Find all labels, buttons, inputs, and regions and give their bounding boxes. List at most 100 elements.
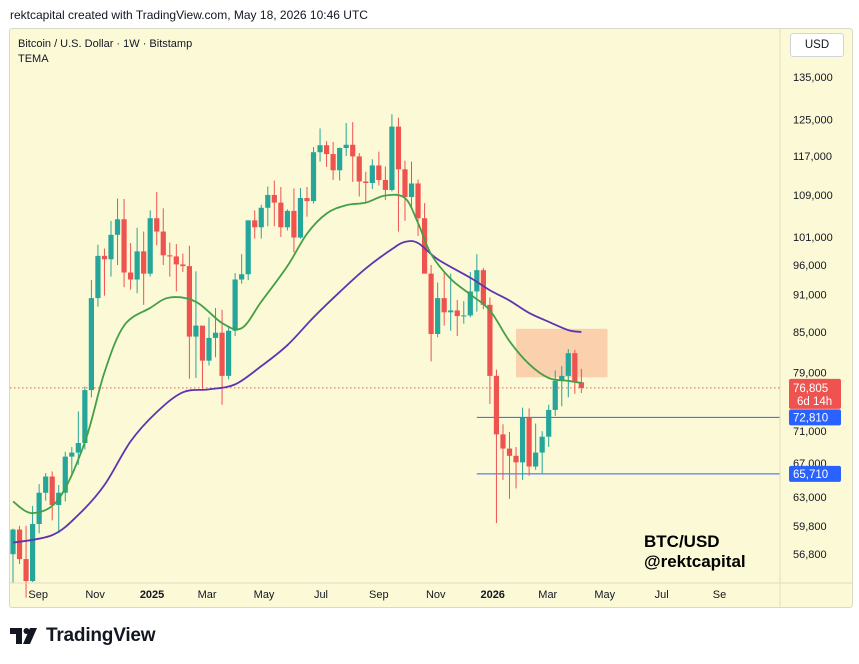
ema-slow-line	[12, 240, 582, 544]
candle-body	[69, 452, 75, 457]
candle-body	[546, 409, 552, 437]
candle-body	[62, 456, 68, 493]
candle-body	[441, 298, 447, 313]
support-level-tag	[789, 465, 841, 482]
candle-body	[428, 273, 434, 334]
candle-body	[199, 325, 206, 361]
currency-button[interactable]: USD	[790, 33, 844, 57]
candle-body	[43, 476, 49, 493]
watermark-pair: BTC/USD	[644, 532, 720, 551]
candle-body	[141, 251, 147, 274]
candle-body	[23, 559, 29, 582]
candle-body	[114, 219, 121, 235]
candle-body	[167, 255, 173, 257]
price-axis-tick-label: 91,000	[793, 289, 827, 301]
candle-body	[513, 455, 519, 463]
candle-body	[552, 380, 558, 410]
candle-body	[88, 298, 94, 391]
last-price-tag-value: 76,805	[793, 383, 828, 395]
candle-body	[408, 183, 415, 198]
time-axis-tick-label: Sep	[28, 589, 48, 601]
candle-body	[480, 270, 486, 305]
candle-body	[310, 152, 317, 202]
candle-body	[526, 417, 532, 467]
last-price-tag	[789, 378, 841, 409]
time-axis-tick-label: Mar	[198, 589, 217, 601]
candle-body	[212, 332, 219, 338]
time-axis-tick-label: Se	[713, 589, 726, 601]
price-axis-tick-label: 56,800	[793, 549, 827, 561]
tradingview-logo-icon	[10, 628, 37, 644]
time-axis-tick-label: Sep	[369, 589, 389, 601]
candle-body	[461, 315, 467, 317]
candle-body	[467, 291, 473, 316]
symbol-label: Bitcoin / U.S. Dollar · 1W · Bitstamp	[18, 38, 193, 50]
candle-body	[101, 255, 108, 260]
candle-body	[265, 194, 271, 208]
candle-body	[252, 220, 258, 228]
tradingview-logo: TradingView	[10, 625, 156, 647]
price-axis-tick-label: 101,000	[793, 232, 833, 244]
candle-body	[75, 442, 81, 453]
candle-body	[232, 279, 238, 331]
candle-body	[297, 198, 304, 238]
candle-body	[317, 145, 323, 153]
candle-body	[500, 434, 506, 449]
candle-body	[154, 218, 160, 232]
time-axis-tick-label: 2026	[480, 589, 504, 601]
indicator-label: TEMA	[18, 53, 49, 65]
support-level-tag	[789, 409, 841, 426]
time-axis-tick-label: Jul	[655, 589, 669, 601]
candle-body	[376, 165, 382, 181]
candle-body	[173, 256, 179, 265]
candle-body	[239, 274, 245, 280]
candle-body	[519, 417, 526, 463]
candle-body	[337, 148, 343, 171]
candle-body	[160, 231, 166, 256]
candle-body	[454, 310, 460, 317]
candle-body	[284, 210, 290, 228]
candle-body	[487, 304, 493, 376]
candle-body	[382, 180, 388, 190]
candle-body	[323, 145, 330, 155]
price-axis-tick-label: 85,000	[793, 327, 827, 339]
candle-body	[565, 353, 571, 376]
candle-body	[278, 202, 284, 228]
watermark-author: @rektcapital	[644, 552, 746, 571]
candle-body	[539, 436, 545, 453]
candle-body	[330, 154, 336, 171]
price-axis-tick-label: 79,000	[793, 367, 827, 379]
price-chart[interactable]: 135,000 125,000 117,000 109,000 101,000 96,00…	[10, 29, 852, 607]
candle-body	[127, 272, 134, 280]
candle-body	[245, 220, 251, 275]
time-axis-tick-label: May	[254, 589, 275, 601]
candle-body	[219, 332, 225, 376]
candle-body	[49, 476, 55, 506]
candle-body	[435, 298, 441, 334]
candle-body	[271, 194, 277, 203]
candle-body	[16, 529, 23, 560]
price-axis-tick-label: 109,000	[793, 190, 833, 202]
candle-body	[180, 264, 186, 267]
candle-body	[350, 144, 356, 157]
price-axis-tick-label: 96,000	[793, 260, 827, 272]
candle-body	[108, 234, 114, 260]
candle-body	[225, 330, 232, 376]
time-axis-tick-label: May	[594, 589, 615, 601]
support-level-tag-value: 65,710	[793, 469, 828, 481]
candle-body	[95, 255, 101, 299]
candle-body	[356, 156, 362, 182]
price-axis-tick-label: 71,000	[793, 426, 827, 438]
candle-body	[415, 183, 421, 219]
price-axis-tick-label: 63,000	[793, 492, 827, 504]
chart-header: rektcapital created with TradingView.com…	[10, 8, 368, 22]
candle-body	[572, 353, 578, 383]
candle-body	[186, 266, 192, 337]
candle-body	[82, 390, 88, 443]
candle-body	[448, 310, 454, 313]
candle-body	[421, 218, 428, 274]
candle-body	[291, 210, 297, 238]
candle-body	[402, 169, 408, 198]
chart-frame[interactable]: 135,000 125,000 117,000 109,000 101,000 96,00…	[9, 28, 853, 608]
candle-body	[147, 218, 153, 274]
